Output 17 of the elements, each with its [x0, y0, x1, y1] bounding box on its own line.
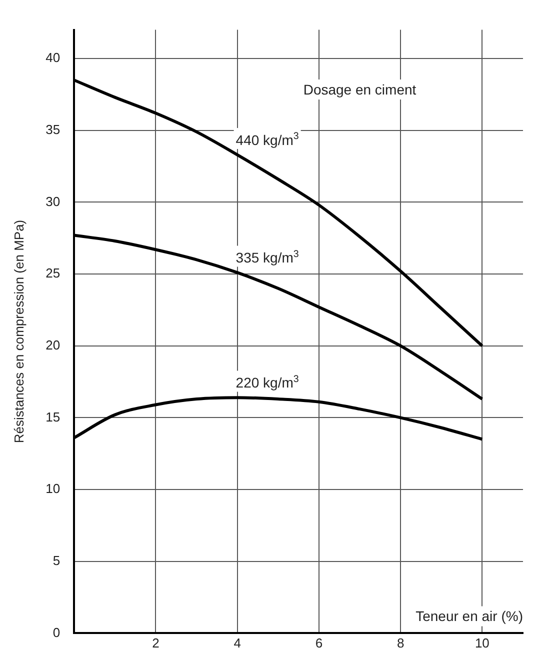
y-tick-label: 20: [46, 337, 60, 352]
y-tick-label: 0: [52, 624, 60, 640]
x-tick-label: 10: [474, 636, 490, 651]
y-tick-label: 10: [46, 481, 60, 496]
y-tick-label: 40: [46, 50, 60, 66]
y-tick-label: 30: [46, 194, 60, 209]
y-tick-label: 25: [46, 266, 60, 281]
x-tick-label: 2: [152, 636, 160, 651]
x-tick-label: 4: [234, 636, 241, 651]
y-tick-label: 5: [52, 552, 60, 568]
x-axis-title: Teneur en air (%): [416, 608, 523, 624]
x-tick-label: 6: [315, 636, 323, 651]
annotation: Dosage en ciment: [303, 81, 416, 98]
y-tick-label: 15: [46, 409, 60, 424]
x-tick-label: 8: [396, 636, 404, 651]
y-axis-title: Résistances en compression (en MPa): [11, 220, 26, 444]
y-tick-label: 35: [46, 122, 60, 137]
